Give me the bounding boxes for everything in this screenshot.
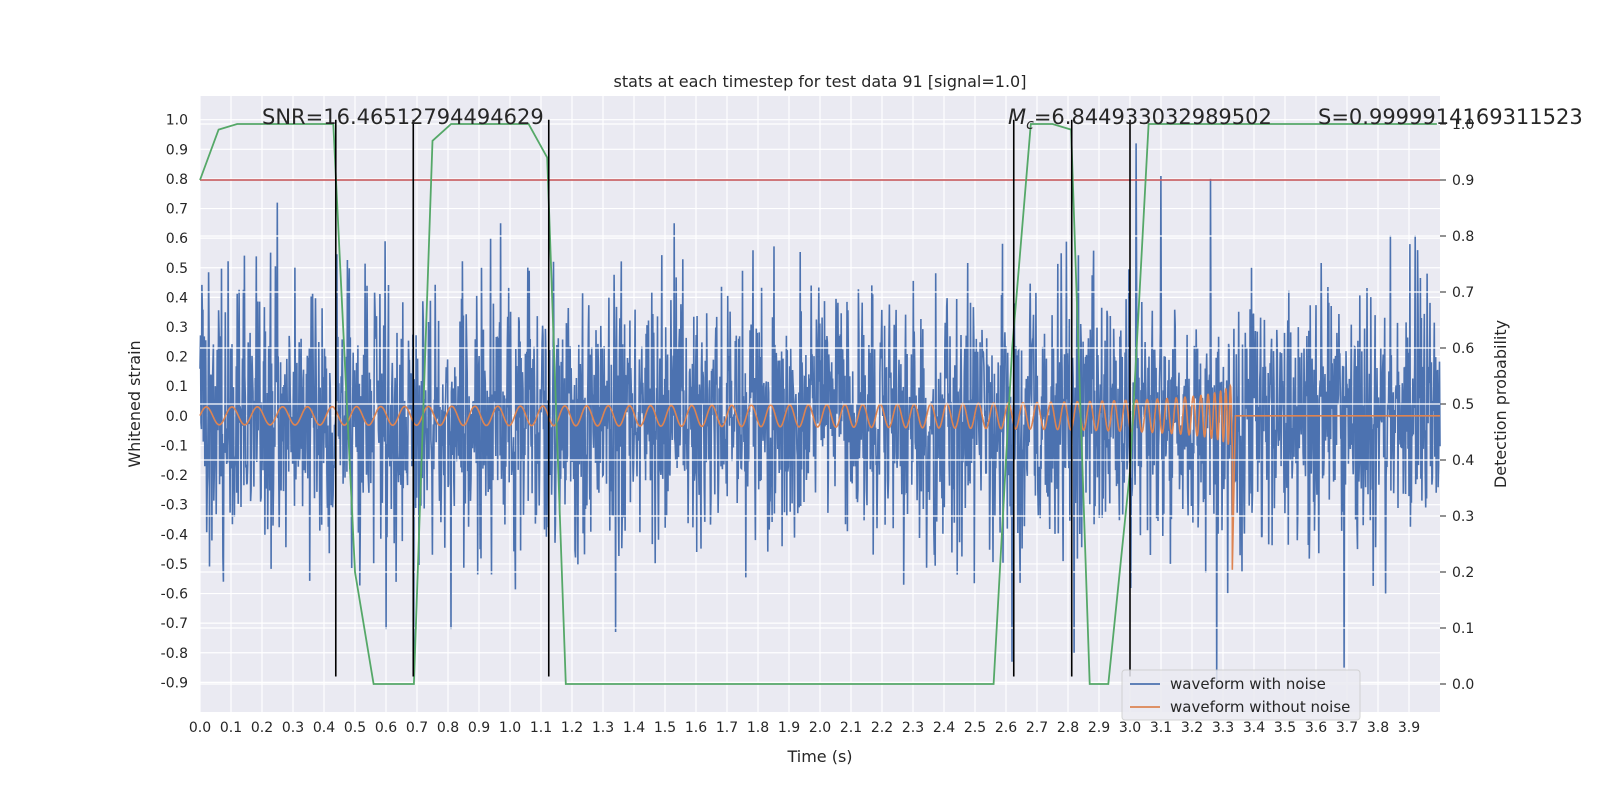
legend: waveform with noise waveform without noi… [1121, 669, 1361, 721]
y2-tick-label: 0.9 [1452, 173, 1474, 189]
x-tick-label: 0.7 [406, 720, 428, 736]
y-tick-labels: 1.0 0.9 0.8 0.7 0.6 0.5 0.4 0.3 0.2 0.1 0.0 -0.1 -0.… [161, 113, 188, 692]
x-tick-label: 1.9 [778, 720, 800, 736]
y-tick-label: -0.1 [161, 438, 188, 454]
x-tick-label: 0.0 [189, 720, 211, 736]
y-tick-label: -0.4 [161, 527, 188, 543]
x-tick-label: 3.5 [1274, 720, 1296, 736]
x-tick-label: 1.1 [530, 720, 552, 736]
x-tick-label: 2.9 [1088, 720, 1110, 736]
x-tick-label: 1.0 [499, 720, 521, 736]
x-tick-label: 3.0 [1119, 720, 1141, 736]
x-tick-label: 2.4 [933, 720, 955, 736]
series-line-detection-probability [199, 123, 1437, 685]
y-tick-label: -0.9 [161, 675, 188, 691]
y-tick-label: 0.8 [166, 172, 188, 188]
y-tick-label: 0.4 [166, 290, 188, 306]
x-tick-labels: 0.0 0.1 0.2 0.3 0.4 0.5 0.6 0.7 0.8 0.9 1.0 1.1 1.2 1… [189, 720, 1420, 736]
y-tick-label: 1.0 [166, 113, 188, 129]
x-tick-label: 3.1 [1150, 720, 1172, 736]
x-tick-label: 0.6 [375, 720, 397, 736]
y2-tick-label: 0.6 [1452, 341, 1474, 357]
x-tick-label: 0.1 [220, 720, 242, 736]
y2-tick-label: 0.5 [1452, 397, 1474, 413]
y-tick-label: 0.5 [166, 261, 188, 277]
x-tick-label: 2.7 [1026, 720, 1048, 736]
series-line-waveform-with-noise [199, 143, 1441, 683]
x-tick-label: 1.8 [747, 720, 769, 736]
y2-tick-label: 0.3 [1452, 509, 1474, 525]
x-tick-label: 3.7 [1336, 720, 1358, 736]
series-line-waveform-without-noise [199, 383, 1440, 570]
x-tick-label: 0.4 [313, 720, 335, 736]
chart-title: stats at each timestep for test data 91 … [614, 72, 1027, 91]
y-tick-label: 0.2 [166, 350, 188, 366]
x-tick-label: 3.2 [1181, 720, 1203, 736]
x-tick-label: 0.3 [282, 720, 304, 736]
x-tick-label: 0.9 [468, 720, 490, 736]
y-tick-label: -0.2 [161, 468, 188, 484]
y2-tick-label: 0.2 [1452, 565, 1474, 581]
y-tick-label: -0.7 [161, 616, 188, 632]
y-tick-label: -0.3 [161, 498, 188, 514]
x-tick-label: 3.9 [1398, 720, 1420, 736]
x-tick-label: 1.6 [685, 720, 707, 736]
y2-tick-label: 0.7 [1452, 285, 1474, 301]
y2-tick-label: 1.0 [1452, 117, 1474, 133]
x-tick-label: 1.3 [592, 720, 614, 736]
x-tick-label: 3.4 [1243, 720, 1265, 736]
chirp-mass-annotation: Mc=6.844933032989502 [1008, 105, 1272, 133]
legend-box [1121, 669, 1361, 721]
x-tick-label: 1.4 [623, 720, 645, 736]
chirp-mass-symbol: M [1008, 105, 1026, 129]
y2-tick-label: 0.1 [1452, 621, 1474, 637]
x-tick-label: 2.0 [809, 720, 831, 736]
y-tick-label: 0.0 [166, 409, 188, 425]
x-tick-label: 0.2 [251, 720, 273, 736]
x-tick-label: 2.1 [840, 720, 862, 736]
plot-area [199, 119, 1441, 685]
y2-tick-label: 0.0 [1452, 677, 1474, 693]
y-tick-label: 0.3 [166, 320, 188, 336]
x-tick-label: 2.5 [964, 720, 986, 736]
y-tick-label: 0.7 [166, 202, 188, 218]
chirp-mass-value: =6.844933032989502 [1034, 105, 1272, 129]
y2-axis-label: Detection probability [1491, 320, 1510, 488]
x-tick-label: 2.8 [1057, 720, 1079, 736]
s-annotation: S=0.9999914169311523 [1318, 105, 1583, 129]
y-tick-label: 0.6 [166, 231, 188, 247]
y2-tick-label: 0.4 [1452, 453, 1474, 469]
y2-tick-labels: 1.0 0.9 0.8 0.7 0.6 0.5 0.4 0.3 0.2 0.1 0.0 [1440, 117, 1474, 693]
y-axis-label: Whitened strain [125, 340, 144, 467]
x-tick-label: 1.2 [561, 720, 583, 736]
x-tick-label: 2.3 [902, 720, 924, 736]
legend-label-noise: waveform with noise [1170, 675, 1326, 693]
y-tick-label: 0.9 [166, 142, 188, 158]
y-tick-label: -0.5 [161, 557, 188, 573]
y-tick-label: -0.6 [161, 587, 188, 603]
y-tick-label: 0.1 [166, 379, 188, 395]
x-tick-label: 1.7 [716, 720, 738, 736]
legend-label-clean: waveform without noise [1170, 698, 1350, 716]
x-tick-label: 3.3 [1212, 720, 1234, 736]
x-tick-label: 0.8 [437, 720, 459, 736]
vertical-markers [334, 119, 1131, 677]
chirp-mass-subscript: c [1026, 117, 1034, 133]
x-tick-label: 1.5 [654, 720, 676, 736]
x-tick-label: 3.6 [1305, 720, 1327, 736]
y-tick-label: -0.8 [161, 646, 188, 662]
snr-annotation: SNR=16.46512794494629 [262, 105, 544, 129]
x-tick-label: 2.2 [871, 720, 893, 736]
x-tick-label: 3.8 [1367, 720, 1389, 736]
x-tick-label: 2.6 [995, 720, 1017, 736]
y2-tick-label: 0.8 [1452, 229, 1474, 245]
x-tick-label: 0.5 [344, 720, 366, 736]
x-axis-label: Time (s) [786, 747, 852, 766]
